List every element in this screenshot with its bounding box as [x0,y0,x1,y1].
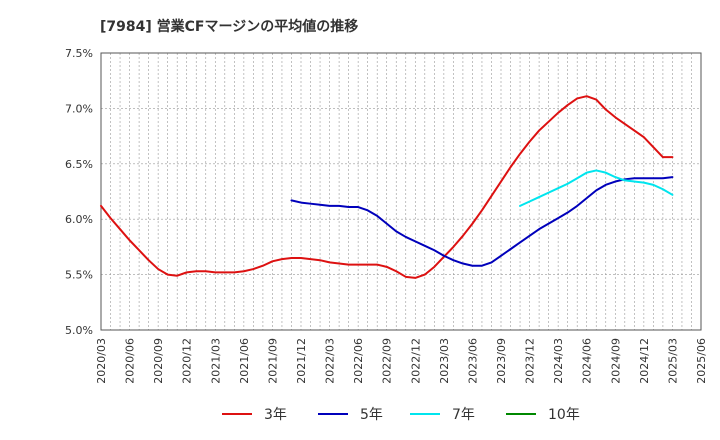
y-tick-label: 5.5% [65,269,93,282]
y-tick-label: 6.0% [65,213,93,226]
x-tick-label: 2023/06 [466,338,479,384]
legend-label-2: 7年 [452,407,475,423]
x-tick-label: 2025/03 [666,338,679,384]
y-tick-label: 5.0% [65,324,93,337]
y-tick-label: 7.5% [65,47,93,60]
y-tick-label: 6.5% [65,158,93,171]
y-axis-ticks: 5.0% 5.5% 6.0% 6.5% 7.0% 7.5% [65,47,93,337]
x-tick-label: 2024/12 [638,338,651,384]
x-tick-label: 2022/12 [409,338,422,384]
x-tick-label: 2020/03 [95,338,108,384]
x-tick-label: 2021/03 [209,338,222,384]
legend: 3年 5年 7年 10年 [222,407,580,423]
legend-label-3: 10年 [548,407,580,423]
legend-label-1: 5年 [360,407,383,423]
x-tick-label: 2021/12 [295,338,308,384]
x-tick-label: 2020/12 [181,338,194,384]
x-tick-label: 2022/09 [381,338,394,384]
x-tick-label: 2023/12 [524,338,537,384]
x-tick-label: 2021/06 [238,338,251,384]
series-line-1 [290,176,674,267]
x-tick-label: 2024/03 [552,338,565,384]
legend-label-0: 3年 [264,407,287,423]
x-tick-label: 2023/09 [495,338,508,384]
chart-title: [7984] 営業CFマージンの平均値の推移 [100,18,358,35]
x-tick-label: 2022/06 [352,338,365,384]
x-tick-label: 2025/06 [695,338,708,384]
x-axis-ticks: 2020/03 2020/06 2020/09 2020/12 2021/03 2021/… [95,338,708,384]
series-lines [100,95,674,279]
x-tick-label: 2020/06 [124,338,137,384]
x-tick-label: 2024/06 [581,338,594,384]
grid [101,53,701,330]
x-tick-label: 2022/03 [324,338,337,384]
x-tick-label: 2023/03 [438,338,451,384]
series-line-2 [519,169,674,207]
series-line-0 [100,95,674,279]
x-tick-label: 2021/09 [266,338,279,384]
plot-area [100,52,702,331]
x-tick-label: 2024/09 [609,338,622,384]
y-tick-label: 7.0% [65,102,93,115]
x-tick-label: 2020/09 [152,338,165,384]
